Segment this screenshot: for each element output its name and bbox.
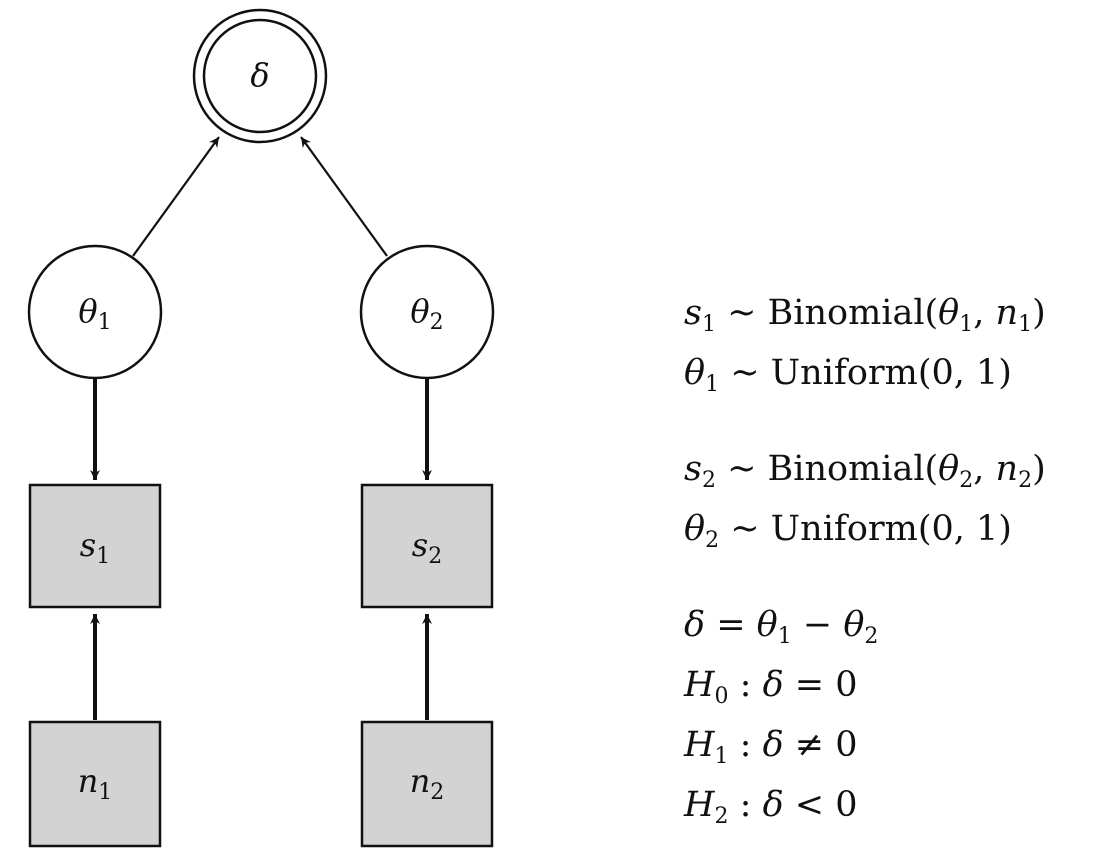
node-theta1-symbol: θ — [78, 292, 97, 330]
equation-hypothesis-h0: H0 : δ = 0 — [684, 655, 1094, 715]
eq-arg1: θ — [938, 293, 960, 333]
eq-term2: θ — [843, 605, 865, 645]
svg-text:n2: n2 — [410, 762, 445, 805]
eq-d: δ — [762, 785, 784, 825]
node-s1: s1 — [28, 483, 162, 609]
eq-term1-sub: 1 — [777, 624, 792, 649]
node-n2-symbol: n — [410, 762, 431, 800]
node-theta1: θ1 — [27, 244, 163, 380]
node-s1-subscript: 1 — [96, 544, 110, 569]
node-s2-subscript: 2 — [428, 544, 442, 569]
node-n1-subscript: 1 — [98, 780, 112, 805]
svg-text:δ: δ — [250, 56, 269, 94]
eq-rel: ~ — [715, 449, 768, 489]
eq-h: H — [684, 725, 715, 765]
node-n2: n2 — [360, 720, 494, 848]
equation-hypothesis-h2: H2 : δ < 0 — [684, 775, 1094, 835]
eq-sep: , — [973, 293, 996, 333]
eq-rel: ≠ 0 — [783, 725, 858, 765]
eq-term1: θ — [756, 605, 778, 645]
eq-arg2-sub: 1 — [1018, 312, 1033, 337]
eq-colon: : — [728, 785, 763, 825]
equation-s1-binomial: s1 ~ Binomial(θ1, n1) — [684, 283, 1094, 343]
eq-lhs: θ — [684, 353, 706, 393]
eq-rel: < 0 — [783, 785, 858, 825]
eq-h-sub: 1 — [714, 744, 729, 769]
eq-arg2-sub: 2 — [1018, 468, 1033, 493]
eq-lhs-sub: 1 — [705, 372, 720, 397]
node-n2-subscript: 2 — [430, 780, 444, 805]
eq-colon: : — [728, 725, 763, 765]
eq-arg1-sub: 2 — [959, 468, 974, 493]
eq-lhs: s — [684, 449, 702, 489]
node-theta2-subscript: 2 — [430, 310, 444, 335]
node-delta: δ — [192, 8, 328, 144]
equation-theta1-uniform: θ1 ~ Uniform(0, 1) — [684, 343, 1094, 403]
eq-h: H — [684, 665, 715, 705]
svg-text:s2: s2 — [412, 526, 442, 569]
eq-lhs: δ — [684, 605, 706, 645]
svg-text:θ2: θ2 — [410, 292, 443, 335]
equation-delta-definition: δ = θ1 − θ2 — [684, 595, 1094, 655]
eq-d: δ — [762, 665, 784, 705]
eq-rel: ~ — [719, 509, 771, 549]
eq-fn: Uniform(0, 1) — [770, 353, 1012, 393]
eq-lhs-sub: 1 — [701, 312, 716, 337]
svg-text:s1: s1 — [80, 526, 110, 569]
model-equations: s1 ~ Binomial(θ1, n1) θ1 ~ Uniform(0, 1)… — [684, 283, 1094, 835]
eq-lhs-sub: 2 — [701, 468, 716, 493]
eq-minus: − — [791, 605, 844, 645]
eq-arg1-sub: 1 — [959, 312, 974, 337]
node-n1: n1 — [28, 720, 162, 848]
eq-arg2: n — [995, 293, 1019, 333]
svg-text:θ1: θ1 — [78, 292, 111, 335]
eq-fn: Binomial( — [767, 449, 939, 489]
eq-rel: ~ — [719, 353, 771, 393]
eq-fn: Binomial( — [767, 293, 939, 333]
eq-h: H — [684, 785, 715, 825]
eq-arg1: θ — [938, 449, 960, 489]
equation-s2-binomial: s2 ~ Binomial(θ2, n2) — [684, 439, 1094, 499]
node-s2: s2 — [360, 483, 494, 609]
equation-theta2-uniform: θ2 ~ Uniform(0, 1) — [684, 499, 1094, 559]
node-theta2-symbol: θ — [410, 292, 429, 330]
node-s1-symbol: s — [80, 526, 96, 564]
edge-theta2-to-delta — [300, 136, 388, 257]
eq-arg2: n — [995, 449, 1019, 489]
eq-equals: = — [705, 605, 757, 645]
eq-close: ) — [1032, 293, 1046, 333]
eq-rel: ~ — [715, 293, 768, 333]
eq-colon: : — [728, 665, 763, 705]
node-s2-symbol: s — [412, 526, 428, 564]
node-delta-symbol: δ — [250, 56, 269, 94]
edge-theta1-to-delta — [132, 136, 220, 257]
eq-term2-sub: 2 — [864, 624, 879, 649]
eq-close: ) — [1032, 449, 1046, 489]
eq-h-sub: 2 — [714, 804, 729, 829]
node-theta2: θ2 — [359, 244, 495, 380]
eq-sep: , — [973, 449, 996, 489]
eq-rel: = 0 — [783, 665, 858, 705]
equation-hypothesis-h1: H1 : δ ≠ 0 — [684, 715, 1094, 775]
node-n1-symbol: n — [78, 762, 99, 800]
eq-lhs-sub: 2 — [705, 528, 720, 553]
eq-lhs: s — [684, 293, 702, 333]
svg-text:n1: n1 — [78, 762, 113, 805]
eq-d: δ — [762, 725, 784, 765]
node-theta1-subscript: 1 — [98, 310, 112, 335]
eq-h-sub: 0 — [714, 684, 729, 709]
eq-fn: Uniform(0, 1) — [770, 509, 1012, 549]
eq-lhs: θ — [684, 509, 706, 549]
